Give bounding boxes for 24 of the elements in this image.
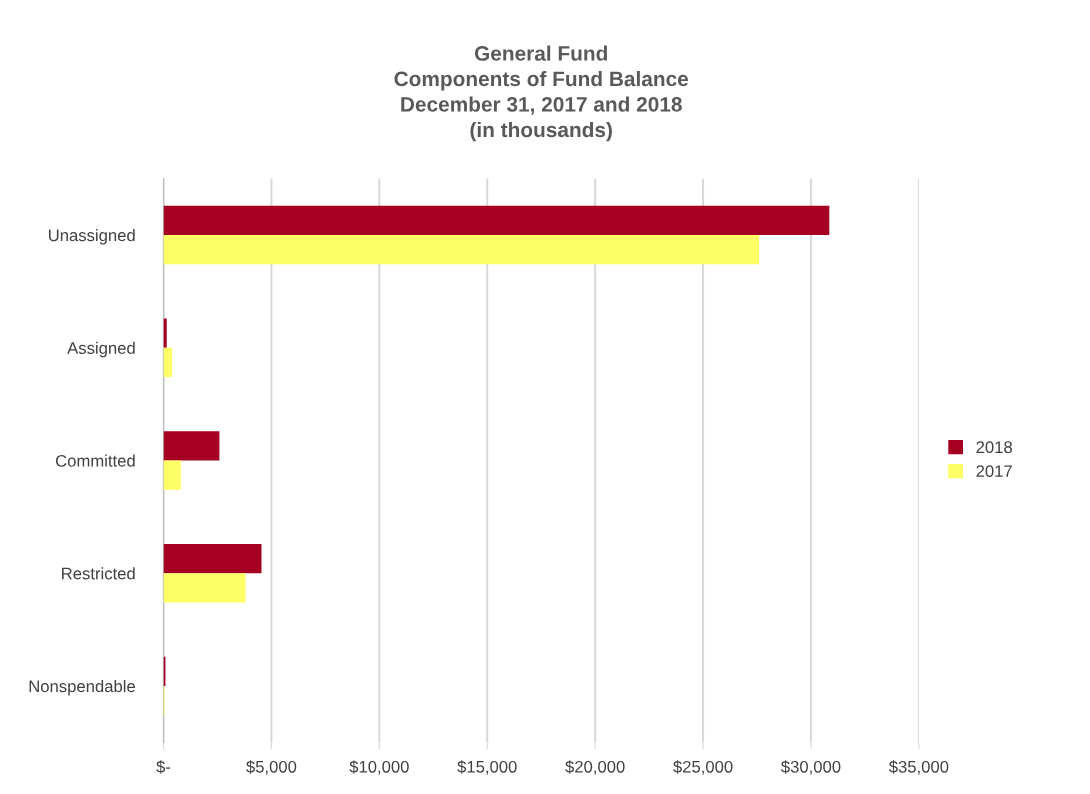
bar <box>163 205 830 236</box>
y-tick-label: Restricted <box>62 567 135 580</box>
legend-label: 2018 <box>976 441 1012 454</box>
x-tick-label: $5,000 <box>246 760 297 775</box>
bar <box>163 318 167 348</box>
x-tick-label: $20,000 <box>565 760 625 775</box>
bar <box>163 347 173 378</box>
chart-title: General Fund Components of Fund Balance December 31, 2017 and 2018 (in thousands) <box>394 45 689 142</box>
bar <box>163 573 246 603</box>
x-tick-label: $10,000 <box>349 760 409 775</box>
x-tick-label: $15,000 <box>457 760 517 775</box>
legend-label: 2017 <box>976 465 1012 478</box>
y-tick-label: Committed <box>56 454 135 467</box>
bar <box>163 460 181 490</box>
bar <box>163 235 760 265</box>
bar <box>163 543 262 574</box>
x-tick-label: $25,000 <box>673 760 733 775</box>
bar <box>163 431 220 461</box>
y-tick-label: Nonspendable <box>29 679 135 696</box>
x-tick-label: $35,000 <box>888 760 949 775</box>
x-tick-label: $30,000 <box>781 760 841 775</box>
y-tick-label: Unassigned <box>48 228 135 245</box>
x-tick-label: $- <box>156 760 171 774</box>
y-tick-label: Assigned <box>67 341 135 358</box>
